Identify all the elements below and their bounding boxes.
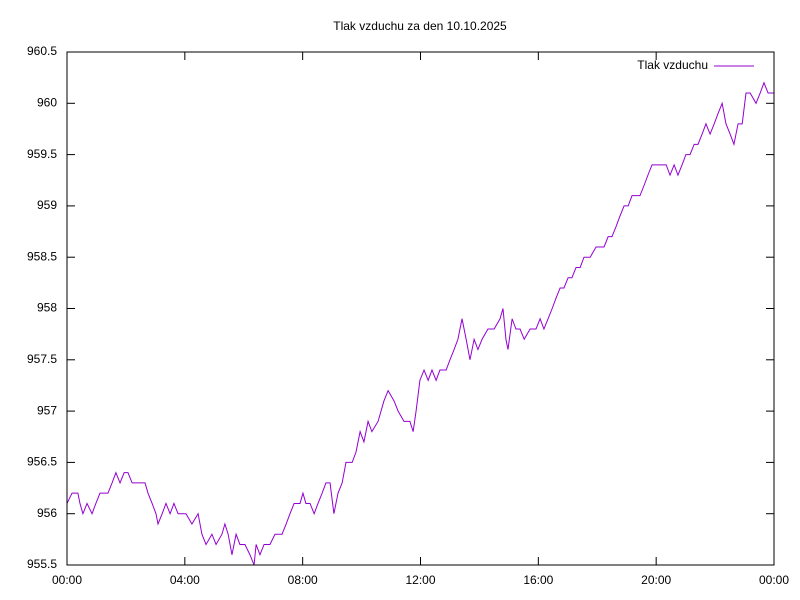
y-tick-label: 960.5 <box>27 44 57 58</box>
x-tick-label: 12:00 <box>405 573 435 587</box>
y-tick-label: 958 <box>37 301 57 315</box>
y-tick-label: 959.5 <box>27 147 57 161</box>
x-tick-label: 16:00 <box>523 573 553 587</box>
x-tick-label: 08:00 <box>288 573 318 587</box>
x-tick-label: 20:00 <box>641 573 671 587</box>
y-tick-label: 958.5 <box>27 249 57 263</box>
plot-border <box>66 51 775 566</box>
y-tick-label: 957.5 <box>27 352 57 366</box>
chart-title: Tlak vzduchu za den 10.10.2025 <box>333 19 507 33</box>
y-tick-label: 960 <box>37 95 57 109</box>
y-tick-label: 956.5 <box>27 455 57 469</box>
y-tick-label: 959 <box>37 198 57 212</box>
x-tick-label: 00:00 <box>52 573 82 587</box>
y-tick-label: 955.5 <box>27 557 57 571</box>
y-tick-label: 957 <box>37 403 57 417</box>
legend-label: Tlak vzduchu <box>637 58 708 72</box>
data-line <box>66 81 774 566</box>
x-tick-label: 00:00 <box>759 573 789 587</box>
y-tick-label: 956 <box>37 506 57 520</box>
x-tick-label: 04:00 <box>170 573 200 587</box>
